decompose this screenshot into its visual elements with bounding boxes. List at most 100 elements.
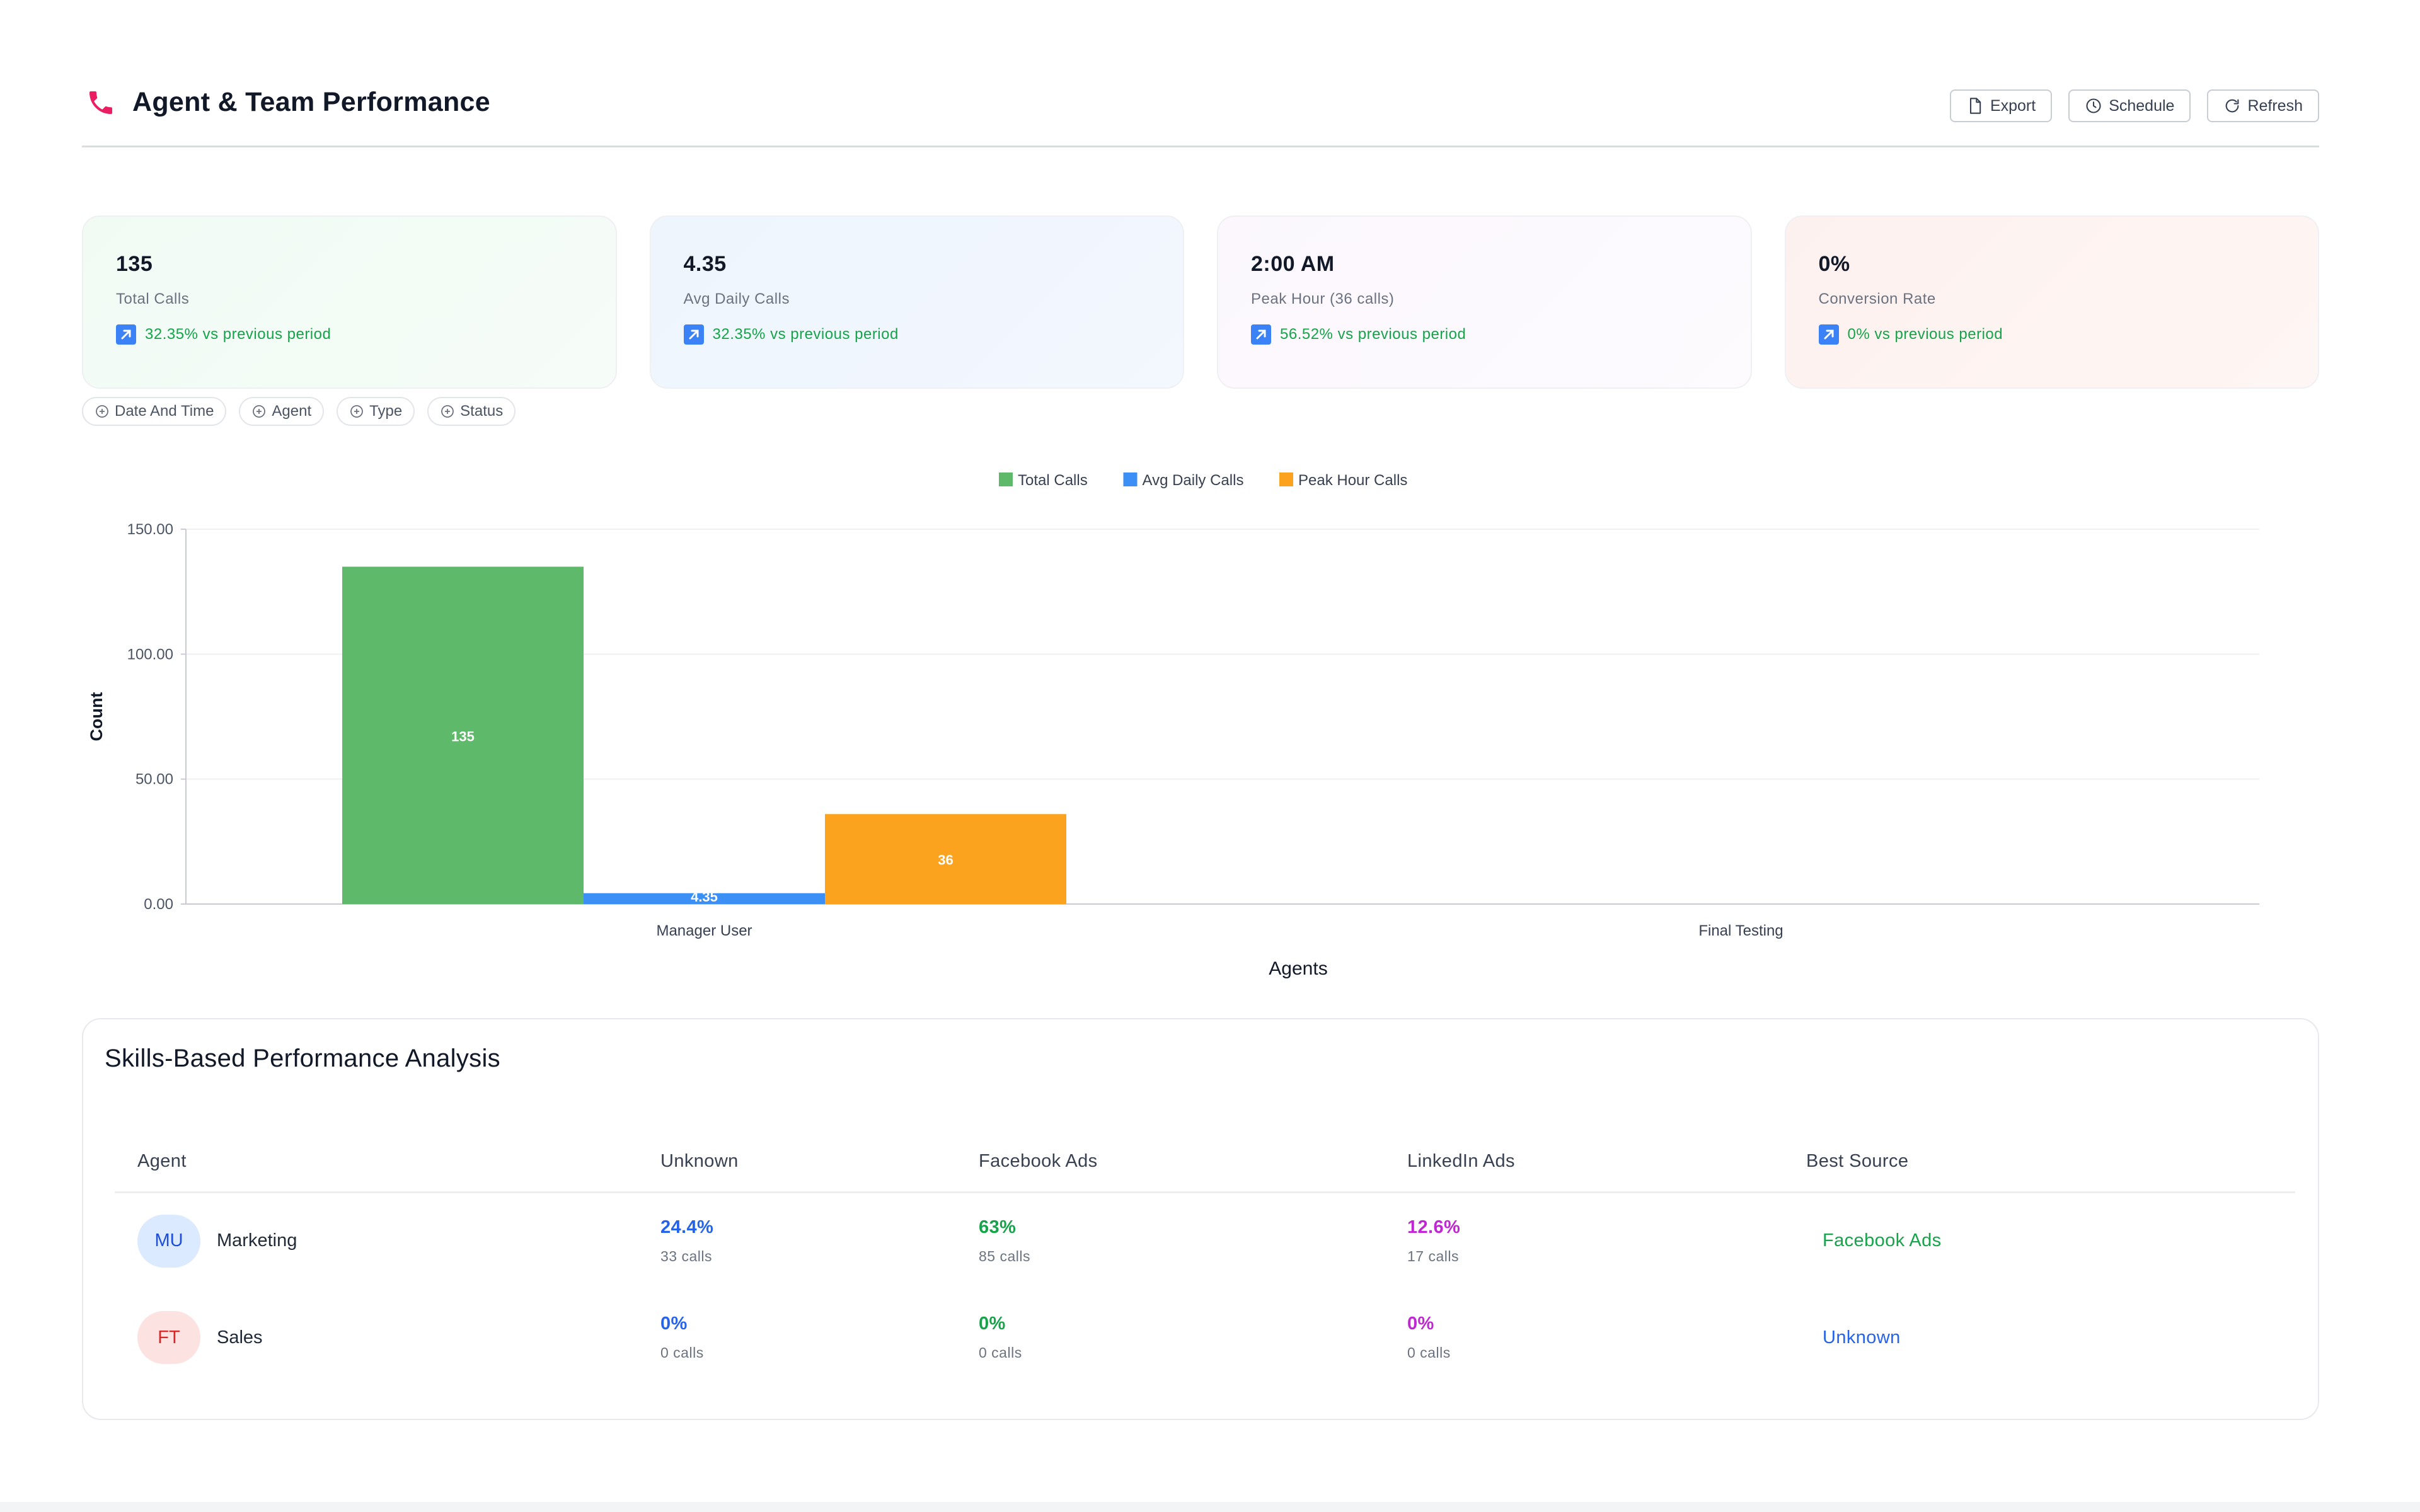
- linkedin-calls: 0 calls: [1407, 1344, 1451, 1361]
- agent-cell: FT Sales: [115, 1289, 638, 1386]
- stat-trend-text: 32.35% vs previous period: [712, 326, 899, 343]
- stat-trend-text: 0% vs previous period: [1847, 326, 2003, 343]
- stat-card-conversion-rate: 0% Conversion Rate 0% vs previous period: [1784, 215, 2319, 389]
- stat-trend: 32.35% vs previous period: [683, 324, 1151, 345]
- stat-card-peak-hour: 2:00 AM Peak Hour (36 calls) 56.52% vs p…: [1217, 215, 1752, 389]
- y-tick-label: 150.00: [127, 521, 173, 538]
- filter-chips: Date And Time Agent Type Status: [82, 397, 516, 426]
- trend-arrow-icon: [1251, 324, 1271, 345]
- agents-bar-chart: Total Calls Avg Daily Calls Peak Hour Call…: [82, 454, 2319, 995]
- page-header: Agent & Team Performance Export Schedule…: [82, 81, 2319, 147]
- x-tick-label: Manager User: [656, 922, 752, 939]
- phone-icon: [86, 88, 116, 118]
- refresh-label: Refresh: [2247, 96, 2303, 115]
- linkedin-cell: 0% 0 calls: [1385, 1289, 1783, 1386]
- stat-cards: 135 Total Calls 32.35% vs previous perio…: [82, 215, 2319, 389]
- export-label: Export: [1990, 96, 2036, 115]
- filter-chip-label: Type: [369, 403, 403, 420]
- skills-panel: Skills-Based Performance Analysis Agent …: [82, 1018, 2319, 1420]
- agent-name: Marketing: [217, 1230, 297, 1251]
- x-tick-label: Final Testing: [1698, 922, 1783, 939]
- agent-cell: MU Marketing: [115, 1192, 638, 1289]
- linkedin-pct: 0%: [1407, 1314, 1434, 1334]
- facebook-pct: 63%: [979, 1217, 1017, 1237]
- trend-arrow-icon: [116, 324, 136, 345]
- agent-info: FT Sales: [137, 1311, 638, 1364]
- bar: [825, 814, 1066, 904]
- unknown-pct: 0%: [660, 1314, 688, 1334]
- table-header-row: Agent Unknown Facebook Ads LinkedIn Ads …: [115, 1131, 2295, 1193]
- plus-circle-icon: [441, 405, 454, 418]
- bar-data-label: 36: [938, 852, 953, 868]
- trend-arrow-icon: [1818, 324, 1839, 345]
- stat-label: Total Calls: [116, 290, 190, 307]
- bar: [342, 566, 584, 904]
- plus-circle-icon: [350, 405, 364, 418]
- filter-chip-status[interactable]: Status: [427, 397, 516, 426]
- filter-chip-label: Status: [460, 403, 504, 420]
- unknown-cell: 24.4% 33 calls: [638, 1192, 956, 1289]
- unknown-calls: 0 calls: [660, 1344, 704, 1361]
- stat-trend: 32.35% vs previous period: [116, 324, 583, 345]
- legend-swatch: [1123, 472, 1138, 486]
- trend-arrow-icon: [683, 324, 704, 345]
- table-row[interactable]: MU Marketing 24.4% 33 calls 63% 85 calls…: [115, 1192, 2295, 1289]
- stat-label: Conversion Rate: [1818, 290, 1936, 307]
- clock-icon: [2086, 98, 2101, 113]
- bar-data-label: 4.35: [691, 889, 718, 905]
- plus-circle-icon: [253, 405, 266, 418]
- stat-label: Peak Hour (36 calls): [1251, 290, 1395, 307]
- facebook-pct: 0%: [979, 1314, 1006, 1334]
- legend-label: Avg Daily Calls: [1143, 472, 1244, 489]
- filter-chip-date-and-time[interactable]: Date And Time: [82, 397, 227, 426]
- filter-chip-agent[interactable]: Agent: [239, 397, 325, 426]
- best-source-cell: Facebook Ads: [1783, 1192, 2295, 1289]
- legend-swatch: [1279, 472, 1293, 486]
- table-row[interactable]: FT Sales 0% 0 calls 0% 0 calls 0% 0: [115, 1289, 2295, 1386]
- column-header-best-source: Best Source: [1783, 1131, 2295, 1193]
- export-button[interactable]: Export: [1949, 89, 2053, 122]
- schedule-button[interactable]: Schedule: [2068, 89, 2191, 122]
- bar-data-label: 135: [451, 728, 475, 744]
- plus-circle-icon: [96, 405, 108, 418]
- linkedin-cell: 12.6% 17 calls: [1385, 1192, 1783, 1289]
- bar: [584, 893, 825, 904]
- facebook-calls: 0 calls: [979, 1344, 1022, 1361]
- filter-chip-type[interactable]: Type: [337, 397, 415, 426]
- title-wrap: Agent & Team Performance: [86, 87, 490, 118]
- legend-label: Peak Hour Calls: [1298, 472, 1407, 489]
- y-tick-label: 100.00: [127, 646, 173, 663]
- avatar: MU: [137, 1214, 200, 1268]
- stat-trend-text: 56.52% vs previous period: [1280, 326, 1466, 343]
- filter-chip-label: Agent: [272, 403, 312, 420]
- column-header-unknown: Unknown: [638, 1131, 956, 1193]
- y-axis-label: Count: [87, 692, 106, 742]
- legend-swatch: [999, 472, 1013, 486]
- stat-card-avg-daily-calls: 4.35 Avg Daily Calls 32.35% vs previous …: [649, 215, 1184, 389]
- stat-value: 4.35: [683, 252, 727, 276]
- stat-label: Avg Daily Calls: [683, 290, 790, 307]
- best-source: Unknown: [1823, 1327, 1901, 1348]
- agent-info: MU Marketing: [137, 1214, 638, 1268]
- y-tick-label: 0.00: [144, 896, 173, 913]
- column-header-facebook-ads: Facebook Ads: [956, 1131, 1385, 1193]
- stat-trend: 0% vs previous period: [1818, 324, 2286, 345]
- refresh-button[interactable]: Refresh: [2207, 89, 2319, 122]
- facebook-cell: 0% 0 calls: [956, 1289, 1385, 1386]
- unknown-calls: 33 calls: [660, 1247, 712, 1264]
- skills-title: Skills-Based Performance Analysis: [105, 1045, 500, 1072]
- best-source-cell: Unknown: [1783, 1289, 2295, 1386]
- best-source: Facebook Ads: [1823, 1230, 1942, 1251]
- page-title: Agent & Team Performance: [132, 87, 490, 117]
- facebook-cell: 63% 85 calls: [956, 1192, 1385, 1289]
- bottom-scroll-area: [0, 1502, 2420, 1512]
- stat-value: 0%: [1818, 252, 1850, 276]
- header-actions: Export Schedule Refresh: [1949, 89, 2319, 122]
- unknown-pct: 24.4%: [660, 1217, 714, 1237]
- refresh-icon: [2226, 99, 2239, 113]
- unknown-cell: 0% 0 calls: [638, 1289, 956, 1386]
- legend-label: Total Calls: [1018, 472, 1088, 489]
- stat-card-total-calls: 135 Total Calls 32.35% vs previous perio…: [82, 215, 617, 389]
- x-axis-label: Agents: [1269, 958, 1327, 979]
- y-tick-label: 50.00: [135, 771, 173, 788]
